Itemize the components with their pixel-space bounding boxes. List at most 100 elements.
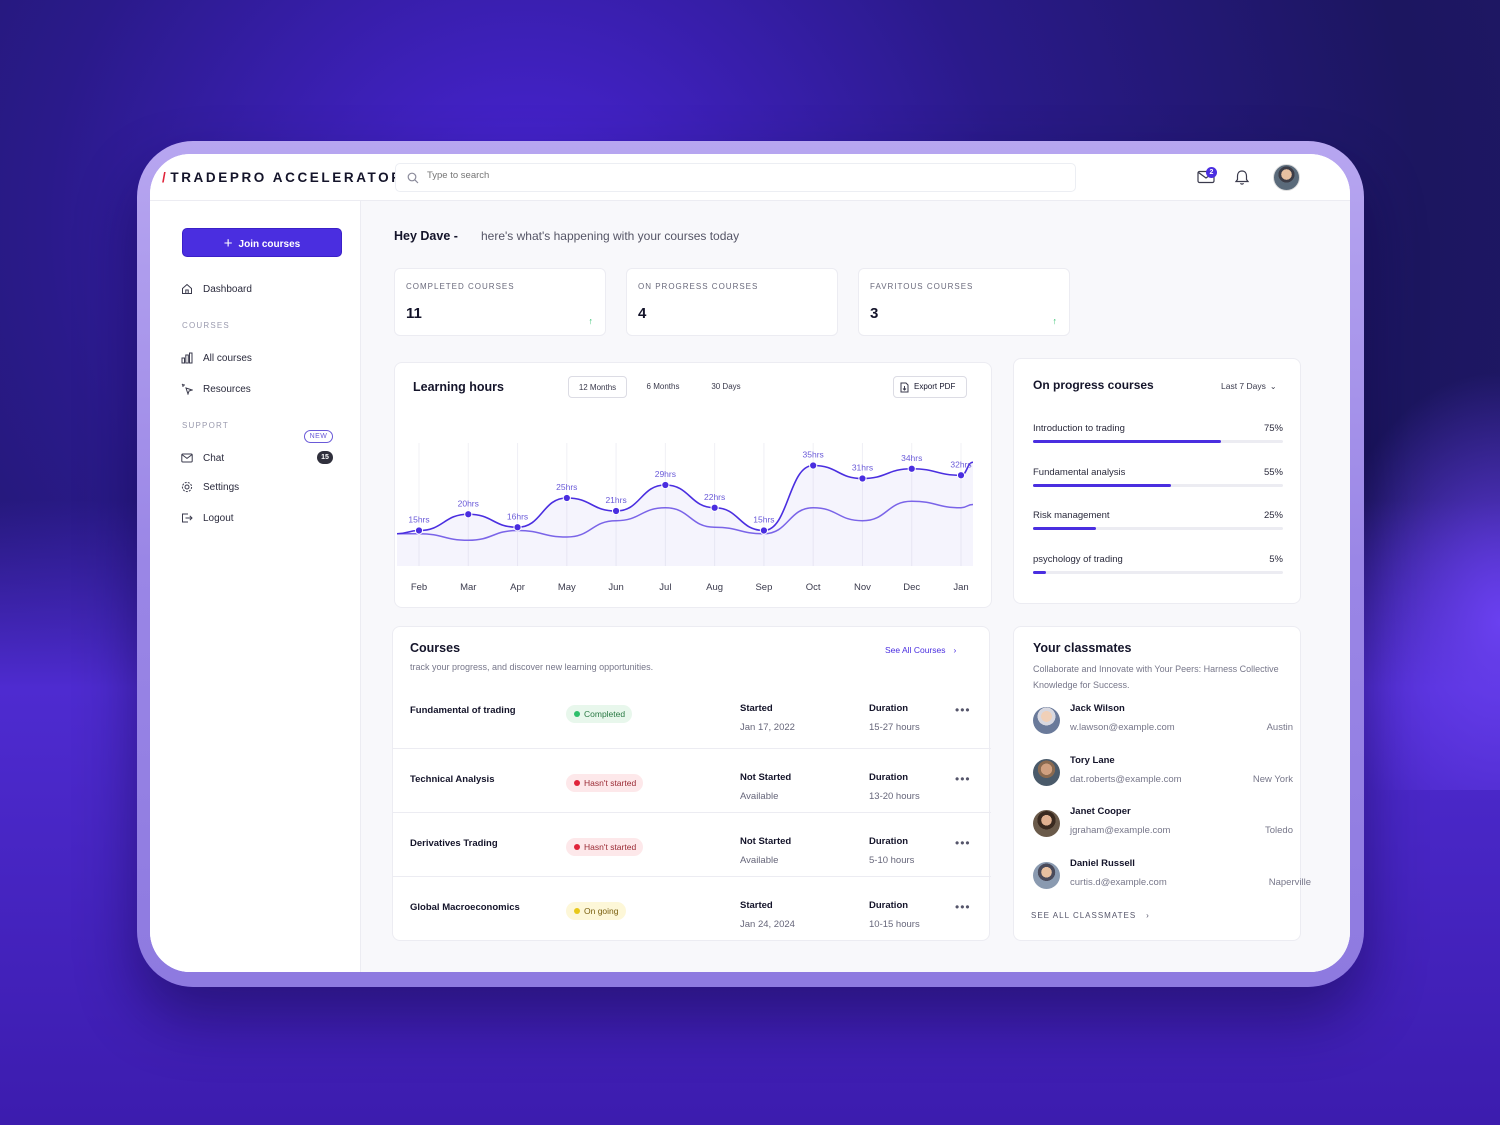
- progress-track: [1033, 527, 1283, 530]
- search-input[interactable]: [427, 170, 1027, 181]
- status-label: Completed: [584, 709, 626, 719]
- data-label: 20hrs: [458, 498, 479, 508]
- logo-slash: /: [162, 170, 169, 185]
- sidebar-item-resources[interactable]: Resources: [181, 381, 251, 397]
- file-export-icon: [900, 382, 909, 393]
- more-options-icon[interactable]: •••: [955, 900, 971, 914]
- classmate-email: dat.roberts@example.com: [1070, 773, 1182, 785]
- data-point[interactable]: [464, 510, 473, 519]
- courses-card: Courses track your progress, and discove…: [392, 626, 991, 941]
- data-point[interactable]: [809, 461, 818, 470]
- series-line-secondary: [397, 500, 974, 542]
- search-bar[interactable]: [395, 163, 1076, 192]
- trend-up-icon: ↑: [1052, 316, 1058, 326]
- data-point[interactable]: [710, 503, 719, 512]
- status-badge: On going: [566, 902, 626, 920]
- see-all-classmates-link[interactable]: SEE ALL CLASSMATES ›: [1031, 911, 1150, 920]
- data-label: 21hrs: [605, 495, 626, 505]
- progress-item[interactable]: Risk management 25%: [1033, 510, 1283, 540]
- classmate-item[interactable]: Janet Cooper jgraham@example.com Toledo: [1033, 806, 1293, 842]
- range-dropdown[interactable]: Last 7 Days ⌄: [1221, 381, 1277, 391]
- sidebar-item-label: All courses: [203, 352, 252, 364]
- app-logo[interactable]: / TRADEPRO ACCELERATOR: [162, 170, 404, 185]
- more-options-icon[interactable]: •••: [955, 772, 971, 786]
- start-status: Started: [740, 900, 773, 911]
- progress-item[interactable]: Fundamental analysis 55%: [1033, 467, 1283, 497]
- sidebar: + Join courses Dashboard COURSES All cour…: [150, 201, 361, 972]
- chevron-down-icon: ⌄: [1269, 382, 1277, 391]
- section-courses: COURSES: [182, 321, 230, 330]
- more-options-icon[interactable]: •••: [955, 836, 971, 850]
- classmate-item[interactable]: Daniel Russell curtis.d@example.com Naperv…: [1033, 858, 1311, 894]
- range-30-days[interactable]: 30 Days: [711, 382, 741, 391]
- stat-card-favorites[interactable]: FAVRITOUS COURSES 3 ↑: [858, 268, 1070, 336]
- stat-label: COMPLETED COURSES: [406, 282, 515, 291]
- user-avatar[interactable]: [1273, 164, 1300, 191]
- course-row[interactable]: Derivatives Trading Hasn't started Not Sta…: [393, 812, 991, 876]
- classmate-item[interactable]: Tory Lane dat.roberts@example.com New York: [1033, 755, 1293, 791]
- join-courses-button[interactable]: + Join courses: [182, 228, 342, 257]
- learning-hours-card: Learning hours 12 Months 6 Months 30 Day…: [394, 362, 992, 608]
- data-point[interactable]: [661, 480, 670, 490]
- progress-value: 25%: [1263, 510, 1283, 521]
- app-screen: /TRADEPRO ACCELERATOR 2 + Join courses Da…: [150, 154, 1350, 972]
- data-point[interactable]: [907, 464, 916, 473]
- progress-track: [1033, 483, 1283, 487]
- x-tick-label: Apr: [510, 582, 525, 593]
- bell-icon[interactable]: [1234, 169, 1250, 186]
- sidebar-item-chat[interactable]: Chat: [181, 450, 224, 466]
- progress-label: Fundamental analysis: [1033, 466, 1126, 478]
- mail-badge: 2: [1206, 167, 1217, 178]
- status-label: Hasn't started: [584, 842, 637, 852]
- export-pdf-button[interactable]: Export PDF: [893, 376, 967, 398]
- classmate-item[interactable]: Jack Wilson w.lawson@example.com Austin: [1033, 703, 1293, 739]
- main-content: Hey Dave - here's what's happening with …: [361, 201, 1350, 972]
- see-all-courses-link[interactable]: See All Courses ›: [885, 645, 956, 655]
- progress-item[interactable]: Introduction to trading 75%: [1033, 423, 1283, 453]
- sidebar-item-all-courses[interactable]: All courses: [181, 350, 252, 366]
- plus-icon: +: [223, 235, 233, 252]
- data-point[interactable]: [956, 471, 966, 480]
- progress-fill: [1033, 483, 1171, 487]
- sidebar-item-label: Logout: [203, 512, 234, 524]
- data-point[interactable]: [562, 493, 571, 503]
- data-label: 31hrs: [852, 463, 873, 473]
- stat-card-completed[interactable]: COMPLETED COURSES 11 ↑: [394, 268, 606, 336]
- duration-label: Duration: [869, 900, 909, 911]
- data-point[interactable]: [611, 506, 621, 516]
- sidebar-item-logout[interactable]: Logout: [181, 510, 234, 526]
- course-row[interactable]: Technical Analysis Hasn't started Not Star…: [393, 748, 991, 812]
- stat-card-in-progress[interactable]: ON PROGRESS COURSES 4: [626, 268, 838, 336]
- data-point[interactable]: [858, 474, 867, 483]
- stat-value: 11: [406, 305, 422, 322]
- chevron-right-icon: ›: [953, 645, 957, 655]
- classmate-city: Naperville: [1268, 877, 1311, 889]
- logout-icon: [182, 513, 193, 523]
- start-status: Not Started: [740, 836, 792, 847]
- x-tick-label: May: [558, 582, 576, 593]
- range-12-months[interactable]: 12 Months: [568, 376, 627, 398]
- classmate-email: jgraham@example.com: [1070, 825, 1171, 837]
- x-tick-label: Mar: [460, 582, 476, 593]
- data-point[interactable]: [414, 526, 424, 535]
- sidebar-item-settings[interactable]: Settings: [181, 479, 239, 495]
- progress-label: Introduction to trading: [1033, 423, 1125, 434]
- data-point[interactable]: [513, 523, 522, 532]
- see-all-classmates-label: SEE ALL CLASSMATES: [1031, 911, 1137, 920]
- progress-fill: [1033, 527, 1096, 530]
- course-row[interactable]: Global Macroeconomics On going Started Jan …: [393, 876, 991, 940]
- mail-icon: [181, 453, 193, 463]
- data-point[interactable]: [759, 526, 769, 535]
- progress-item[interactable]: psychology of trading 5%: [1033, 554, 1283, 584]
- x-tick-label: Jun: [608, 582, 623, 593]
- range-6-months[interactable]: 6 Months: [646, 382, 680, 391]
- course-row[interactable]: Fundamental of trading Completed Started Ja…: [393, 683, 991, 747]
- logo-text: TRADEPRO ACCELERATOR: [170, 170, 404, 185]
- more-options-icon[interactable]: •••: [955, 703, 971, 717]
- start-value: Jan 24, 2024: [740, 919, 795, 930]
- duration-value: 10-15 hours: [869, 919, 920, 930]
- course-name: Technical Analysis: [410, 774, 495, 785]
- sidebar-item-dashboard[interactable]: Dashboard: [181, 281, 252, 297]
- classmate-city: Toledo: [1265, 825, 1293, 837]
- progress-track: [1033, 570, 1283, 574]
